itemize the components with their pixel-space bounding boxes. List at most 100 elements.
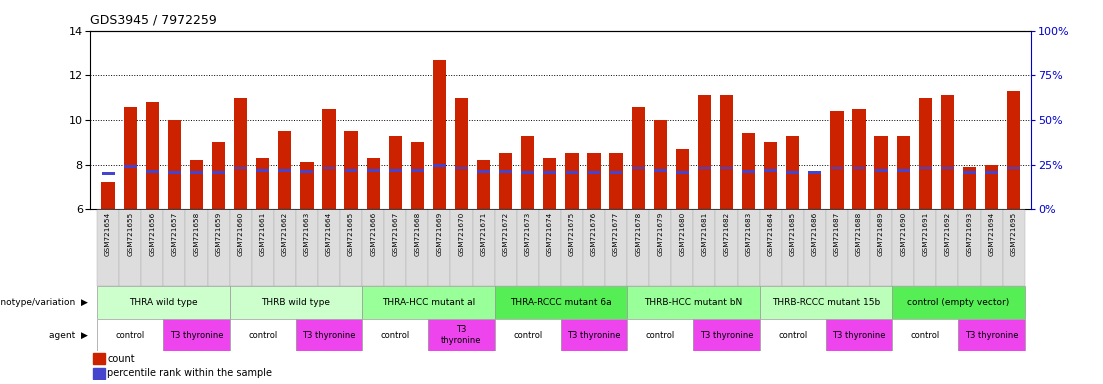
- Bar: [124, 107, 137, 209]
- Text: GSM721661: GSM721661: [259, 212, 266, 256]
- Text: GSM721672: GSM721672: [503, 212, 508, 256]
- Text: GSM721688: GSM721688: [856, 212, 863, 256]
- Bar: [831, 111, 844, 209]
- Text: T3 thyronine: T3 thyronine: [302, 331, 356, 339]
- Bar: [963, 171, 976, 174]
- Bar: [808, 171, 822, 174]
- Bar: [472, 209, 494, 286]
- Bar: [760, 209, 782, 286]
- Text: GSM721657: GSM721657: [171, 212, 178, 256]
- Bar: [256, 158, 269, 209]
- Text: control: control: [513, 331, 543, 339]
- Text: THRA-HCC mutant al: THRA-HCC mutant al: [382, 298, 475, 307]
- Bar: [362, 319, 428, 351]
- Bar: [698, 167, 710, 169]
- Bar: [654, 169, 666, 172]
- Text: THRA-RCCC mutant 6a: THRA-RCCC mutant 6a: [510, 298, 612, 307]
- Text: GSM721669: GSM721669: [437, 212, 442, 256]
- Bar: [538, 209, 561, 286]
- Bar: [981, 209, 1003, 286]
- Text: GSM721666: GSM721666: [371, 212, 376, 256]
- Bar: [610, 171, 622, 174]
- Bar: [650, 209, 672, 286]
- Text: GSM721662: GSM721662: [281, 212, 288, 256]
- Text: GSM721677: GSM721677: [613, 212, 619, 256]
- Text: THRB-HCC mutant bN: THRB-HCC mutant bN: [644, 298, 742, 307]
- Text: GSM721676: GSM721676: [591, 212, 597, 256]
- Bar: [101, 172, 115, 175]
- Bar: [101, 182, 115, 209]
- Text: GSM721667: GSM721667: [393, 212, 398, 256]
- Bar: [163, 319, 229, 351]
- Bar: [786, 136, 800, 209]
- Bar: [362, 286, 494, 319]
- Text: percentile rank within the sample: percentile rank within the sample: [107, 368, 272, 378]
- Text: GSM721671: GSM721671: [481, 212, 486, 256]
- Text: control: control: [911, 331, 940, 339]
- Bar: [1007, 91, 1020, 209]
- Bar: [738, 209, 760, 286]
- Bar: [494, 209, 516, 286]
- Bar: [561, 209, 583, 286]
- Bar: [384, 209, 406, 286]
- Bar: [610, 154, 623, 209]
- Bar: [366, 169, 379, 172]
- Bar: [698, 96, 711, 209]
- Bar: [212, 171, 225, 174]
- Text: GSM721663: GSM721663: [304, 212, 310, 256]
- Bar: [764, 142, 778, 209]
- Bar: [959, 319, 1025, 351]
- Text: THRA wild type: THRA wild type: [129, 298, 197, 307]
- Bar: [207, 209, 229, 286]
- Bar: [919, 98, 932, 209]
- Bar: [318, 209, 340, 286]
- Bar: [212, 142, 225, 209]
- Bar: [168, 120, 181, 209]
- Bar: [694, 319, 760, 351]
- Text: control: control: [645, 331, 675, 339]
- Bar: [826, 319, 892, 351]
- Bar: [632, 107, 645, 209]
- Bar: [450, 209, 472, 286]
- Bar: [256, 169, 269, 172]
- Text: control (empty vector): control (empty vector): [908, 298, 1009, 307]
- Bar: [606, 209, 628, 286]
- Bar: [97, 319, 163, 351]
- Text: GSM721685: GSM721685: [790, 212, 795, 256]
- Bar: [296, 319, 362, 351]
- Text: GSM721679: GSM721679: [657, 212, 663, 256]
- Text: GSM721693: GSM721693: [966, 212, 973, 256]
- Bar: [499, 154, 512, 209]
- Bar: [588, 171, 600, 174]
- Text: GSM721692: GSM721692: [944, 212, 951, 256]
- Text: GSM721660: GSM721660: [237, 212, 244, 256]
- Text: GSM721681: GSM721681: [702, 212, 707, 256]
- Bar: [853, 109, 866, 209]
- Bar: [251, 209, 274, 286]
- Bar: [632, 167, 644, 169]
- Bar: [628, 319, 694, 351]
- Text: control: control: [248, 331, 277, 339]
- Text: control: control: [778, 331, 807, 339]
- Bar: [388, 136, 401, 209]
- Bar: [454, 98, 468, 209]
- Text: control: control: [116, 331, 144, 339]
- Text: GSM721695: GSM721695: [1010, 212, 1017, 256]
- Bar: [344, 131, 357, 209]
- Text: T3 thyronine: T3 thyronine: [699, 331, 753, 339]
- Bar: [720, 96, 733, 209]
- Bar: [826, 209, 848, 286]
- Bar: [716, 209, 738, 286]
- Bar: [234, 167, 247, 169]
- Bar: [300, 170, 313, 173]
- Text: GSM721655: GSM721655: [127, 212, 133, 256]
- Bar: [914, 209, 936, 286]
- Bar: [1007, 167, 1020, 169]
- Text: T3 thyronine: T3 thyronine: [833, 331, 886, 339]
- Bar: [274, 209, 296, 286]
- Bar: [742, 133, 756, 209]
- Bar: [344, 169, 357, 172]
- Bar: [124, 166, 137, 168]
- Bar: [676, 171, 688, 174]
- Bar: [406, 209, 428, 286]
